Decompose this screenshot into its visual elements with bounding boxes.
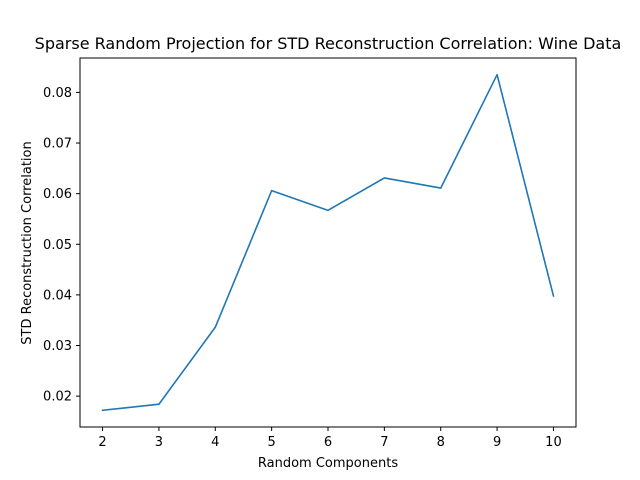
plot-area: 2 3 4 5 6 7 8 9 10 0.02 0.03 0.04 0.05 0.06 0.07 0.08 [43, 57, 577, 450]
y-tick-label: 0.04 [43, 288, 72, 303]
y-tick-label: 0.03 [43, 339, 72, 354]
x-tick-label: 7 [380, 435, 388, 450]
x-tick-label: 8 [437, 435, 445, 450]
y-tick-label: 0.07 [43, 137, 72, 152]
plot-frame [79, 57, 577, 428]
y-tick-label: 0.08 [43, 86, 72, 101]
x-tick-label: 3 [155, 435, 163, 450]
y-tick-label: 0.05 [43, 238, 72, 253]
x-tick-label: 6 [324, 435, 332, 450]
series-line-0 [101, 73, 555, 412]
chart-title: Sparse Random Projection for STD Reconst… [35, 34, 622, 53]
x-axis-label: Random Components [258, 456, 398, 471]
x-tick-label: 4 [211, 435, 219, 450]
x-tick-label: 5 [267, 435, 275, 450]
x-tick-label: 9 [493, 435, 501, 450]
y-tick-label: 0.02 [43, 390, 72, 405]
y-tick-label: 0.06 [43, 187, 72, 202]
x-tick-label: 10 [545, 435, 562, 450]
x-tick-label: 2 [98, 435, 106, 450]
y-axis-label: STD Reconstruction Correlation [20, 141, 35, 344]
